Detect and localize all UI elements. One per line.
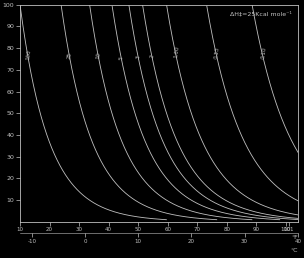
Text: 3: 3	[136, 55, 141, 59]
Text: 25: 25	[67, 52, 73, 60]
Text: 10: 10	[96, 51, 102, 59]
Text: 100: 100	[25, 49, 32, 60]
Text: 1.00: 1.00	[173, 46, 180, 59]
Text: °C: °C	[290, 248, 298, 253]
Text: 0.33: 0.33	[214, 46, 221, 59]
Text: ΔH‡=25Kcal mole⁻¹: ΔH‡=25Kcal mole⁻¹	[230, 11, 292, 17]
Text: 0.10: 0.10	[260, 47, 267, 60]
Text: °F: °F	[291, 235, 298, 240]
Text: 5: 5	[119, 55, 124, 60]
Text: 2: 2	[150, 54, 155, 59]
